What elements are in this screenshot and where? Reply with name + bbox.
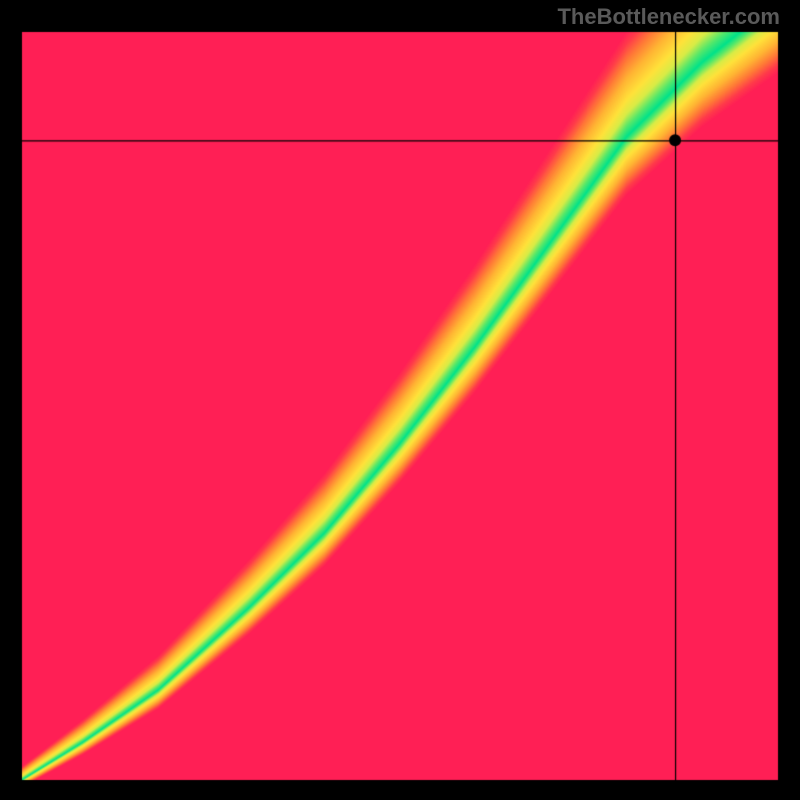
bottleneck-heatmap bbox=[0, 0, 800, 800]
chart-container: TheBottlenecker.com bbox=[0, 0, 800, 800]
watermark: TheBottlenecker.com bbox=[557, 4, 780, 30]
